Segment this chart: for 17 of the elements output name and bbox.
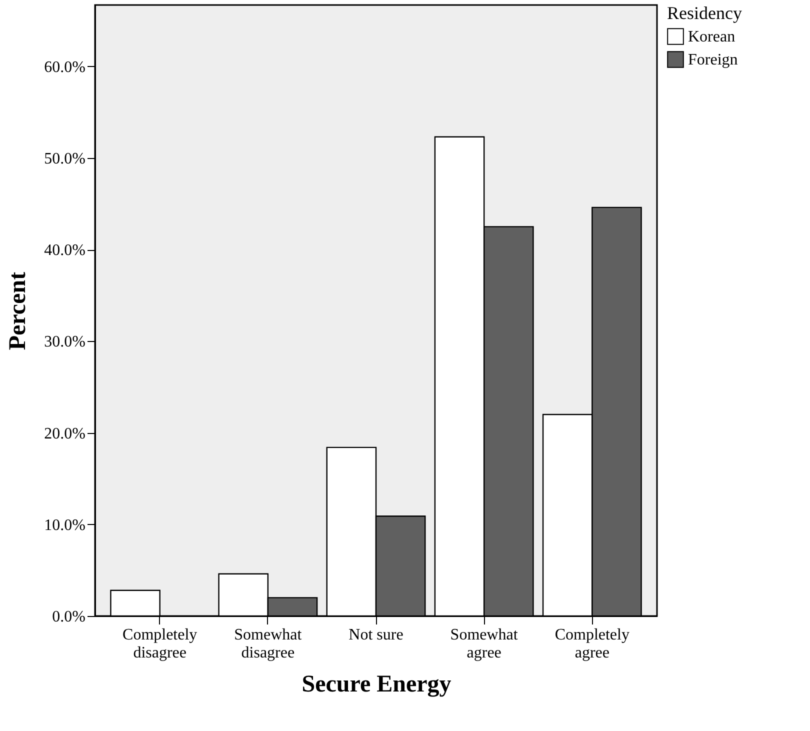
x-tick-label: Not sure <box>348 626 404 644</box>
y-tick-label: 60.0% <box>44 58 86 76</box>
y-axis-title: Percent <box>5 272 32 350</box>
y-tick-label: 0.0% <box>52 608 86 626</box>
y-tick-label: 10.0% <box>44 516 86 534</box>
legend-label: Korean <box>688 28 736 46</box>
y-tick-label: 40.0% <box>44 242 86 260</box>
legend-label: Foreign <box>688 52 738 68</box>
x-tick-label: Completely agree <box>554 626 630 662</box>
legend-title: Residency <box>667 3 742 23</box>
x-tick-label: Completely disagree <box>122 626 198 662</box>
x-axis-title: Secure Energy <box>302 672 452 698</box>
y-tick-label: 50.0% <box>44 150 86 168</box>
y-tick-label: 30.0% <box>44 334 86 351</box>
x-tick-label: Somewhat agree <box>450 626 518 662</box>
x-tick-label: Somewhat disagree <box>234 626 302 662</box>
y-tick-label: 20.0% <box>44 425 86 442</box>
